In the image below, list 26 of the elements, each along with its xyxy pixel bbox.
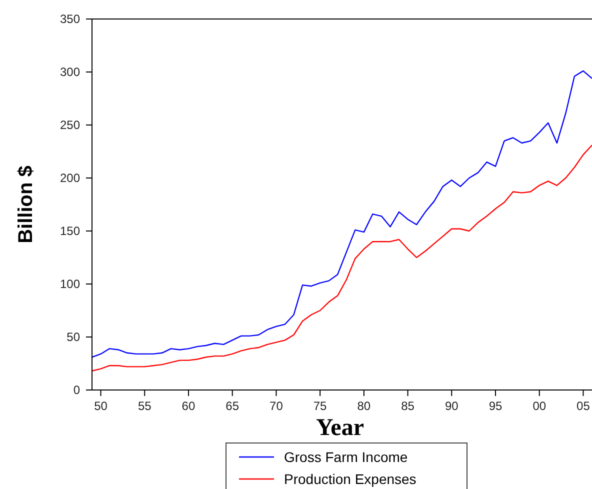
x-tick-label: 65	[226, 399, 240, 413]
x-axis-title: Year	[316, 415, 364, 441]
line-series	[92, 144, 592, 372]
x-tick-label: 90	[444, 399, 459, 413]
y-tick-label: 300	[60, 65, 80, 80]
x-tick-label: 05	[576, 399, 590, 413]
x-tick-label: 80	[357, 399, 371, 413]
x-tick-label: 95	[488, 399, 503, 413]
x-tick-label: 85	[401, 399, 415, 413]
x-tick-label: 00	[532, 399, 546, 413]
y-tick-label: 150	[60, 224, 80, 238]
x-tick-label: 55	[138, 399, 152, 413]
line-series	[92, 70, 592, 358]
y-tick-label: 250	[60, 118, 80, 132]
y-tick-label: 350	[60, 12, 80, 26]
y-tick-label: 200	[60, 171, 80, 186]
legend-label: Gross Farm Income	[284, 448, 408, 465]
legend-label: Production Expenses	[284, 470, 416, 487]
y-axis-title: Billion $	[15, 166, 37, 244]
y-tick-label: 50	[66, 330, 80, 344]
x-tick-label: 60	[182, 399, 196, 413]
x-tick-label: 70	[270, 399, 284, 413]
y-tick-label: 0	[73, 383, 80, 398]
x-tick-label: 75	[313, 399, 328, 413]
y-tick-label: 100	[60, 277, 80, 292]
x-tick-label: 50	[94, 399, 108, 413]
